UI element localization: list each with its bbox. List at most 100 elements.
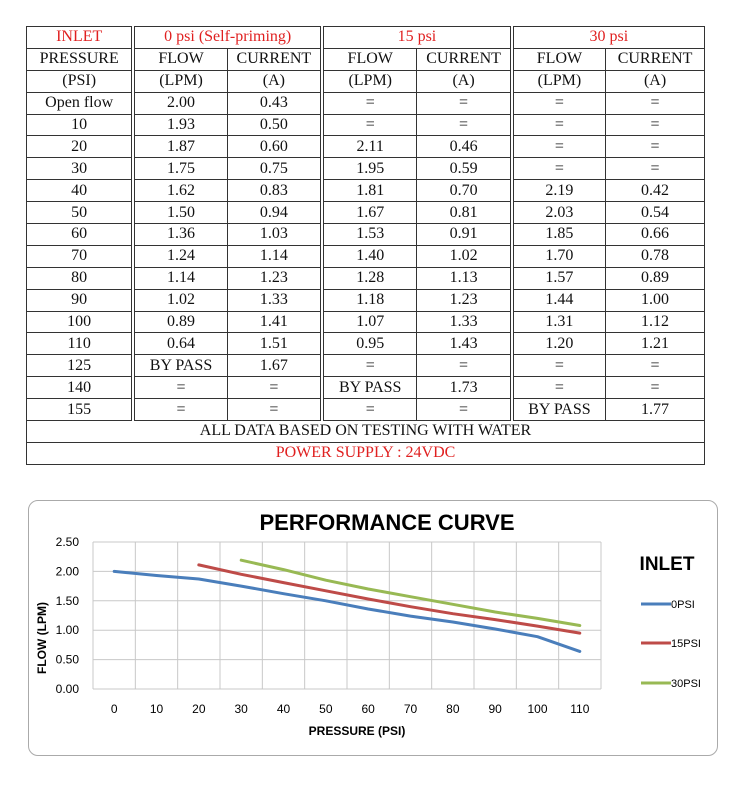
current-0psi-cell: 0.60 [226, 135, 325, 159]
flow-30psi-cell: 1.70 [511, 244, 607, 268]
flow-30psi-cell: 1.31 [511, 310, 607, 334]
legend-label-30psi: 30PSI [671, 678, 701, 690]
series-line-30psi [239, 558, 582, 627]
pressure-cell: 60 [26, 223, 136, 246]
x-tick-label: 110 [570, 702, 589, 716]
current-0psi-cell: 0.50 [226, 113, 325, 137]
table-row: 140 = = BY PASS 1.73 = = [26, 376, 705, 400]
current-30psi-cell: 1.21 [605, 332, 705, 356]
current-0psi-cell: 1.14 [226, 244, 325, 268]
current-header: CURRENT [416, 47, 514, 71]
y-axis-label: FLOW (LPM) [35, 602, 49, 674]
x-tick-label: 0 [111, 702, 118, 716]
flow-0psi-cell: 2.00 [132, 91, 228, 115]
chart-grid [92, 541, 602, 690]
current-30psi-cell: 0.54 [605, 201, 705, 225]
pressure-cell: 30 [26, 157, 136, 181]
flow-15psi-cell: 2.11 [321, 135, 418, 159]
flow-15psi-cell: = [321, 113, 418, 137]
group-header-0psi: 0 psi (Self-priming) [132, 26, 325, 49]
current-0psi-cell: 1.23 [226, 266, 325, 290]
chart-title: PERFORMANCE CURVE [259, 510, 514, 535]
series-line-0psi [112, 569, 582, 653]
current-30psi-cell: 0.89 [605, 266, 705, 290]
flow-15psi-cell: 1.18 [321, 288, 418, 312]
current-15psi-cell: = [416, 398, 514, 422]
current-header: CURRENT [605, 47, 705, 71]
power-supply-note: POWER SUPPLY : 24VDC [26, 441, 705, 465]
table-row: 90 1.02 1.33 1.18 1.23 1.44 1.00 [26, 288, 705, 312]
flow-15psi-cell: = [321, 398, 418, 422]
pressure-cell: 125 [26, 354, 136, 378]
performance-chart-panel: PERFORMANCE CURVE 0.00 0.50 1.00 1.50 2.00 2.… [28, 500, 718, 756]
pressure-cell: 50 [26, 201, 136, 225]
x-tick-label: 80 [446, 702, 460, 716]
x-tick-label: 90 [488, 702, 502, 716]
flow-30psi-cell: 2.19 [511, 179, 607, 203]
flow-0psi-cell: 1.50 [132, 201, 228, 225]
flow-0psi-cell: 1.24 [132, 244, 228, 268]
flow-15psi-cell: = [321, 91, 418, 115]
current-0psi-cell: 1.51 [226, 332, 325, 356]
current-30psi-cell: = [605, 113, 705, 137]
current-0psi-cell: = [226, 398, 325, 422]
pressure-unit: (PSI) [26, 69, 136, 93]
current-15psi-cell: 1.73 [416, 376, 514, 400]
flow-0psi-cell: 0.64 [132, 332, 228, 356]
current-30psi-cell: 0.66 [605, 223, 705, 246]
series-lines [112, 558, 582, 653]
flow-30psi-cell: = [511, 113, 607, 137]
pressure-cell: 155 [26, 398, 136, 422]
flow-30psi-cell: 1.44 [511, 288, 607, 312]
current-30psi-cell: 1.12 [605, 310, 705, 334]
flow-unit: (LPM) [132, 69, 228, 93]
current-0psi-cell: = [226, 376, 325, 400]
pressure-cell: 10 [26, 113, 136, 137]
flow-15psi-cell: 1.28 [321, 266, 418, 290]
current-0psi-cell: 0.83 [226, 179, 325, 203]
current-unit: (A) [605, 69, 705, 93]
current-0psi-cell: 1.03 [226, 223, 325, 246]
flow-15psi-cell: 1.81 [321, 179, 418, 203]
inlet-header: INLET [26, 26, 136, 49]
x-tick-labels: 0 10 20 30 40 50 60 70 80 90 100 110 [111, 702, 590, 716]
flow-30psi-cell: = [511, 354, 607, 378]
y-tick-label: 2.50 [56, 535, 80, 549]
flow-0psi-cell: 1.75 [132, 157, 228, 181]
y-tick-label: 1.50 [56, 594, 80, 608]
table-row: 70 1.24 1.14 1.40 1.02 1.70 0.78 [26, 244, 705, 268]
flow-0psi-cell: = [132, 376, 228, 400]
flow-0psi-cell: 1.62 [132, 179, 228, 203]
table-row: 60 1.36 1.03 1.53 0.91 1.85 0.66 [26, 223, 705, 246]
flow-15psi-cell: 1.53 [321, 223, 418, 246]
current-30psi-cell: 1.00 [605, 288, 705, 312]
x-tick-label: 10 [150, 702, 164, 716]
flow-0psi-cell: 1.36 [132, 223, 228, 246]
table-row: 40 1.62 0.83 1.81 0.70 2.19 0.42 [26, 179, 705, 203]
current-0psi-cell: 0.43 [226, 91, 325, 115]
y-tick-label: 0.00 [56, 682, 80, 696]
pressure-cell: Open flow [26, 91, 136, 115]
column-header-row-2: (PSI) (LPM) (A) (LPM) (A) (LPM) (A) [26, 69, 705, 93]
flow-30psi-cell: 1.57 [511, 266, 607, 290]
y-tick-label: 2.00 [56, 564, 80, 578]
table-row: 30 1.75 0.75 1.95 0.59 = = [26, 157, 705, 181]
pressure-header: PRESSURE [26, 47, 136, 71]
current-unit: (A) [226, 69, 325, 93]
table-row: 50 1.50 0.94 1.67 0.81 2.03 0.54 [26, 201, 705, 225]
current-15psi-cell: 1.23 [416, 288, 514, 312]
flow-15psi-cell: = [321, 354, 418, 378]
flow-30psi-cell: 2.03 [511, 201, 607, 225]
table-row: 100 0.89 1.41 1.07 1.33 1.31 1.12 [26, 310, 705, 334]
current-30psi-cell: 0.78 [605, 244, 705, 268]
pressure-cell: 20 [26, 135, 136, 159]
current-15psi-cell: 1.13 [416, 266, 514, 290]
group-header-15psi: 15 psi [321, 26, 514, 49]
x-tick-label: 30 [234, 702, 248, 716]
current-0psi-cell: 0.75 [226, 157, 325, 181]
flow-30psi-cell: = [511, 376, 607, 400]
current-15psi-cell: 1.33 [416, 310, 514, 334]
legend-title: INLET [640, 554, 695, 575]
current-unit: (A) [416, 69, 514, 93]
performance-table: INLET 0 psi (Self-priming) 15 psi 30 psi… [26, 26, 705, 465]
